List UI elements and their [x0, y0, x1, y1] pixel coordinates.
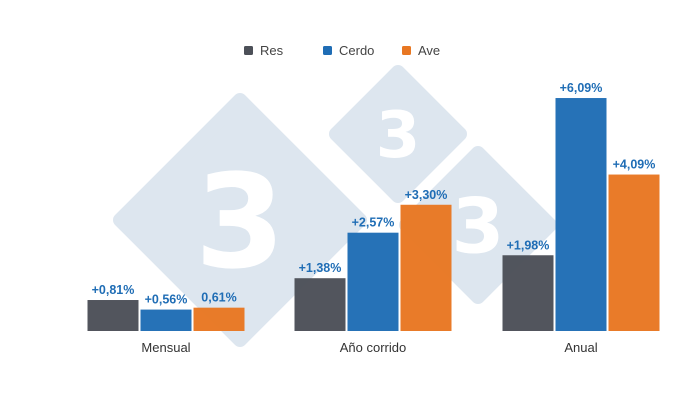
bar-cerdo-1	[347, 232, 399, 331]
data-label: +0,81%	[92, 283, 135, 297]
legend-item-ave: Ave	[402, 43, 440, 58]
watermark-shape	[329, 65, 467, 203]
data-label: 0,61%	[201, 291, 236, 305]
data-label: +1,98%	[507, 238, 550, 252]
bars-group	[87, 98, 660, 332]
watermark-digit: 3	[452, 181, 505, 270]
watermark-digit: 3	[195, 146, 285, 298]
legend-swatch	[323, 46, 332, 55]
category-label: Año corrido	[340, 340, 406, 355]
legend-swatch	[244, 46, 253, 55]
category-label: Anual	[564, 340, 597, 355]
bar-res-0	[87, 300, 139, 331]
data-label: +0,56%	[145, 293, 188, 307]
category-label: Mensual	[141, 340, 190, 355]
legend-label: Cerdo	[339, 43, 374, 58]
bar-ave-1	[400, 204, 452, 331]
legend-label: Res	[260, 43, 284, 58]
data-label: +3,30%	[405, 188, 448, 202]
bar-ave-0	[193, 307, 245, 331]
watermark-digit: 3	[376, 99, 421, 173]
legend-item-cerdo: Cerdo	[323, 43, 374, 58]
legend-item-res: Res	[244, 43, 284, 58]
watermark-diamond: 3	[113, 93, 367, 347]
legend-swatch	[402, 46, 411, 55]
bar-res-2	[502, 255, 554, 331]
bar-res-1	[294, 278, 346, 331]
data-label: +2,57%	[352, 216, 395, 230]
bar-ave-2	[608, 174, 660, 331]
bar-cerdo-2	[555, 98, 607, 332]
legend-label: Ave	[418, 43, 440, 58]
data-label: +6,09%	[560, 81, 603, 95]
chart-legend: Res Cerdo Ave	[244, 43, 440, 58]
data-label: +1,38%	[299, 261, 342, 275]
data-labels-group: +0,81% +0,56% 0,61% +1,38% +2,57% +3,30% +1,98…	[92, 81, 656, 307]
category-labels-group: Mensual Año corrido Anual	[141, 340, 597, 355]
watermark-diamond: 3	[329, 65, 467, 203]
bar-cerdo-0	[140, 309, 192, 331]
data-label: +4,09%	[613, 158, 656, 172]
